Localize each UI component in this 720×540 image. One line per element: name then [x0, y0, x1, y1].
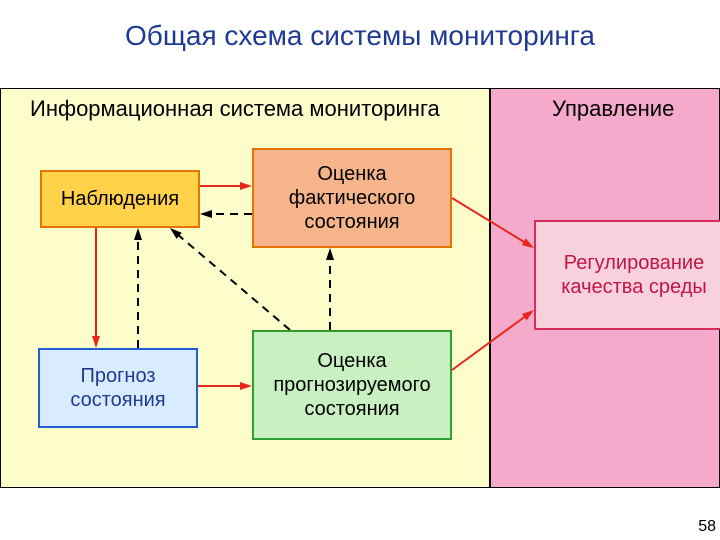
diagram-stage: Общая схема системы мониторинга Информац…	[0, 0, 720, 540]
node-predicted-assessment: Оценка прогнозируемого состояния	[252, 330, 452, 440]
page-number: 58	[698, 518, 716, 536]
region-management-title: Управление	[552, 96, 674, 122]
node-forecast: Прогноз состояния	[38, 348, 198, 428]
node-actual-assessment: Оценка фактического состояния	[252, 148, 452, 248]
page-title: Общая схема системы мониторинга	[0, 20, 720, 52]
region-monitoring-title: Информационная система мониторинга	[30, 96, 440, 122]
node-regulation: Регулирование качества среды	[534, 220, 720, 330]
node-observations: Наблюдения	[40, 170, 200, 228]
